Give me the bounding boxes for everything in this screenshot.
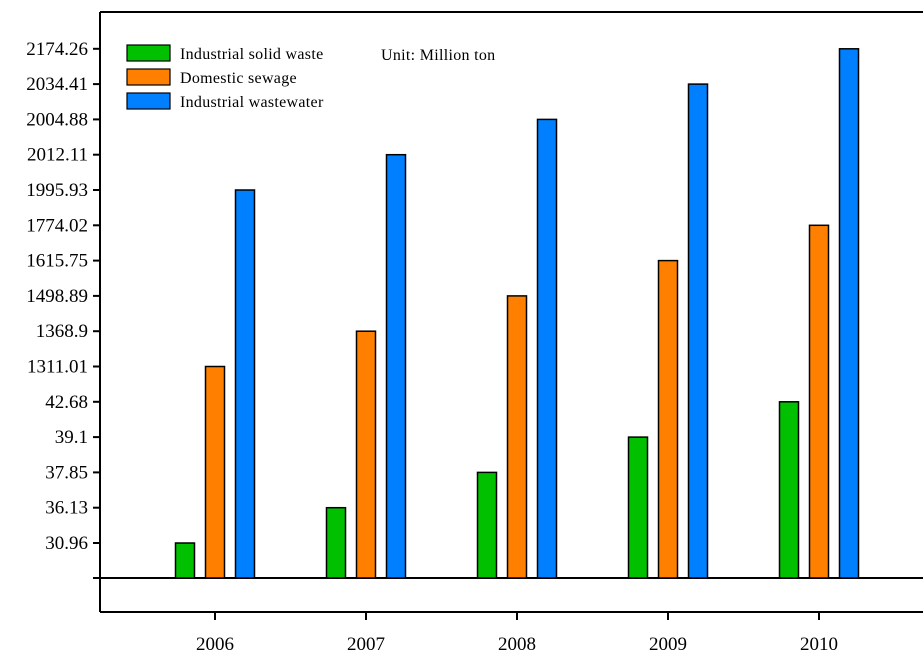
legend-swatch [126, 44, 171, 62]
legend-label: Domestic sewage [180, 70, 297, 87]
bar [838, 48, 860, 579]
y-tick-label: 1498.89 [26, 286, 88, 307]
bar [627, 436, 649, 579]
x-tick-label: 2008 [498, 634, 536, 655]
x-tick-label: 2009 [649, 634, 687, 655]
y-tick-label: 1774.02 [26, 215, 88, 236]
y-tick-label: 2004.88 [26, 109, 88, 130]
legend-label: Industrial solid waste [180, 46, 323, 63]
bar [778, 401, 800, 579]
y-tick-label: 39.1 [55, 427, 88, 448]
legend: Industrial solid waste Domestic sewage Ind… [126, 44, 324, 111]
unit-note: Unit: Million ton [381, 47, 495, 64]
x-tick-label: 2010 [800, 634, 838, 655]
bar [506, 295, 528, 579]
y-tick-label: 2012.11 [27, 145, 88, 166]
bar [657, 259, 679, 579]
y-tick-label: 42.68 [45, 392, 88, 413]
bar [687, 83, 709, 579]
bars [174, 48, 860, 579]
legend-swatch [126, 68, 171, 86]
y-tick-label: 1615.75 [26, 251, 88, 272]
x-tick-label: 2006 [196, 634, 234, 655]
y-tick-label: 2034.41 [26, 74, 88, 95]
legend-swatch [126, 92, 171, 110]
bar [476, 471, 498, 579]
bar [808, 224, 830, 579]
bar [536, 118, 558, 579]
y-tick-label: 2174.26 [26, 39, 88, 60]
x-tick-label: 2007 [347, 634, 385, 655]
y-tick-label: 1995.93 [26, 180, 88, 201]
y-tick-label: 30.96 [45, 533, 88, 554]
y-axis-ticks: 30.96 36.13 37.85 39.1 42.68 1311.01 1368.9 149… [26, 39, 100, 554]
bar [174, 542, 196, 579]
y-tick-label: 1368.9 [36, 321, 88, 342]
bar [355, 330, 377, 579]
bar [204, 365, 226, 579]
bar [385, 153, 407, 579]
y-tick-label: 36.13 [45, 498, 88, 519]
y-tick-label: 1311.01 [27, 357, 88, 378]
bar [325, 506, 347, 579]
y-tick-label: 37.85 [45, 462, 88, 483]
legend-label: Industrial wastewater [180, 94, 324, 111]
x-axis-ticks: 2006 2007 2008 2009 2010 [196, 612, 838, 655]
bar [234, 189, 256, 579]
